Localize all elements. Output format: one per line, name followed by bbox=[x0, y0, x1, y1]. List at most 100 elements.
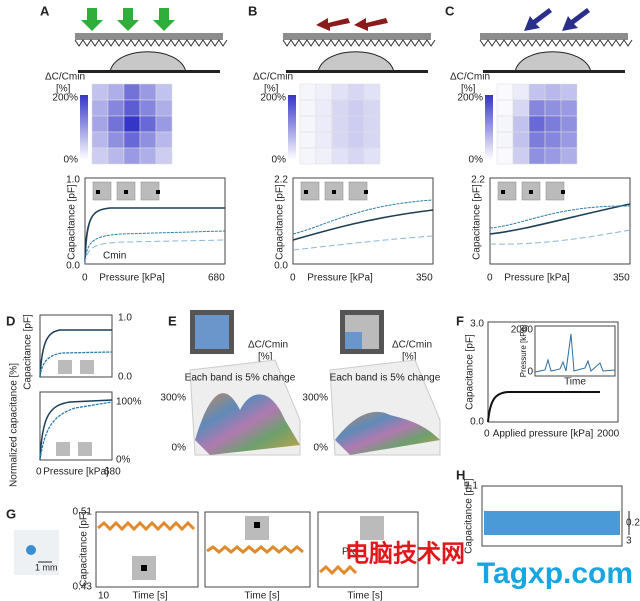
tick-label: 3.0 bbox=[470, 319, 484, 330]
panel-d: D Capacitance [pF] 1.0 0.0 Normalized ca… bbox=[6, 313, 142, 487]
panel-letter: G bbox=[6, 506, 16, 521]
curve bbox=[84, 239, 226, 265]
arrow bbox=[316, 18, 350, 31]
tick-label: 0.51 bbox=[73, 507, 93, 518]
heatmap-cell bbox=[107, 115, 125, 133]
axis-label: Normalized capacitance [%] bbox=[9, 363, 20, 487]
sensor bbox=[26, 545, 36, 555]
heatmap-cell bbox=[363, 131, 381, 149]
heatmap-cell bbox=[363, 99, 381, 117]
curve bbox=[489, 205, 631, 229]
tick-label: 0.43 bbox=[73, 582, 93, 593]
axis-label: Capacitance [pF] bbox=[79, 511, 90, 587]
axis-label: Time bbox=[564, 377, 586, 388]
heatmap-cell bbox=[139, 131, 157, 149]
heatmap-cell bbox=[512, 147, 530, 165]
heatmap-cell bbox=[155, 83, 173, 101]
inset-grid bbox=[78, 442, 92, 456]
heatmap-cell bbox=[123, 131, 141, 149]
legend-unit: [%] bbox=[461, 84, 476, 95]
heatmap-cell bbox=[528, 131, 546, 149]
heatmap-cell bbox=[560, 115, 578, 133]
heatmap-cell bbox=[139, 99, 157, 117]
heatmap-cell bbox=[315, 131, 333, 149]
panel-e: E ΔC/Cmin [%] ΔC/Cmin [%] Each band is 5… bbox=[160, 310, 441, 456]
annotation: 0.2 bbox=[626, 518, 640, 529]
inset-pixel bbox=[156, 190, 160, 194]
panel-letter: A bbox=[40, 3, 50, 18]
heatmap-cell bbox=[331, 115, 349, 133]
inset-pixel bbox=[304, 190, 308, 194]
inset-grid bbox=[497, 181, 517, 201]
tick-label: 1.0 bbox=[118, 313, 132, 324]
tick-label: 0 bbox=[82, 273, 88, 284]
zigzag bbox=[74, 39, 228, 47]
tick-label: 300% bbox=[160, 393, 186, 404]
top-layer bbox=[283, 33, 431, 40]
tick-label: 0.0 bbox=[118, 372, 132, 383]
panel-letter: D bbox=[6, 313, 15, 328]
axis-label: Pressure [kPa] bbox=[504, 273, 570, 284]
heatmap-cell bbox=[91, 115, 109, 133]
legend-title: ΔC/Cmin bbox=[45, 72, 85, 83]
scale-max: 200% bbox=[260, 93, 286, 104]
base bbox=[483, 70, 625, 73]
curve bbox=[39, 399, 113, 461]
axis-label: Pressure [kPa] bbox=[519, 325, 528, 377]
inset-pixel bbox=[501, 190, 505, 194]
legend-title: ΔC/Cmin bbox=[253, 72, 293, 83]
partial-label: Pre bbox=[342, 547, 358, 558]
annotation: 3 bbox=[626, 536, 632, 547]
heatmap-cell bbox=[299, 131, 317, 149]
inset-grid bbox=[58, 360, 72, 374]
tick-label: 2000 bbox=[597, 429, 620, 440]
curve bbox=[84, 230, 226, 265]
tick-label: 1.0 bbox=[66, 175, 80, 186]
scale-label: 1 mm bbox=[35, 562, 58, 572]
legend-title: ΔC/Cmin bbox=[392, 340, 432, 351]
tick-label: 0 bbox=[527, 367, 533, 378]
axis-label: Time [s] bbox=[347, 591, 382, 601]
inset-grid bbox=[80, 360, 94, 374]
tick-label: 10 bbox=[98, 591, 110, 601]
panel-h: H 1.1 Capacitance [pF] 0.2 3 bbox=[456, 467, 640, 553]
heatmap-cell bbox=[331, 131, 349, 149]
inset-grid bbox=[92, 181, 112, 201]
heatmap-cell bbox=[496, 83, 514, 101]
heatmap-cell bbox=[155, 99, 173, 117]
heatmap-cell bbox=[331, 99, 349, 117]
inset-pixel bbox=[364, 190, 368, 194]
tick-label: 0 bbox=[36, 467, 42, 478]
inset-grid bbox=[56, 442, 70, 456]
colorbar bbox=[288, 95, 296, 160]
heatmap-cell bbox=[512, 83, 530, 101]
trace bbox=[319, 564, 358, 576]
axis-label: Capacitance [pF] bbox=[23, 314, 34, 390]
axis-label: Pressure [kPa] bbox=[43, 467, 109, 478]
tick-label: 100% bbox=[116, 397, 142, 408]
sensor-array bbox=[345, 332, 362, 349]
heatmap-cell bbox=[347, 83, 365, 101]
watermark: 电脑技术网 bbox=[345, 539, 465, 567]
curve bbox=[489, 203, 631, 235]
scale-min: 0% bbox=[64, 155, 79, 166]
curve bbox=[39, 351, 113, 378]
panel-letter: E bbox=[168, 313, 177, 328]
heatmap-cell bbox=[512, 99, 530, 117]
tick-label: 0% bbox=[116, 455, 131, 466]
legend-title: ΔC/Cmin bbox=[450, 72, 490, 83]
inset-pixel bbox=[561, 190, 565, 194]
inset-pixel bbox=[529, 190, 533, 194]
heatmap-cell bbox=[91, 147, 109, 165]
axis-label: Capacitance [pF] bbox=[465, 334, 476, 410]
heatmap-cell bbox=[123, 115, 141, 133]
tick-label: 680 bbox=[104, 467, 121, 478]
heatmap-cell bbox=[512, 131, 530, 149]
heatmap-cell bbox=[496, 131, 514, 149]
arrow bbox=[354, 18, 388, 31]
arrow bbox=[524, 8, 552, 31]
colorbar bbox=[485, 95, 493, 160]
heatmap-cell bbox=[544, 99, 562, 117]
